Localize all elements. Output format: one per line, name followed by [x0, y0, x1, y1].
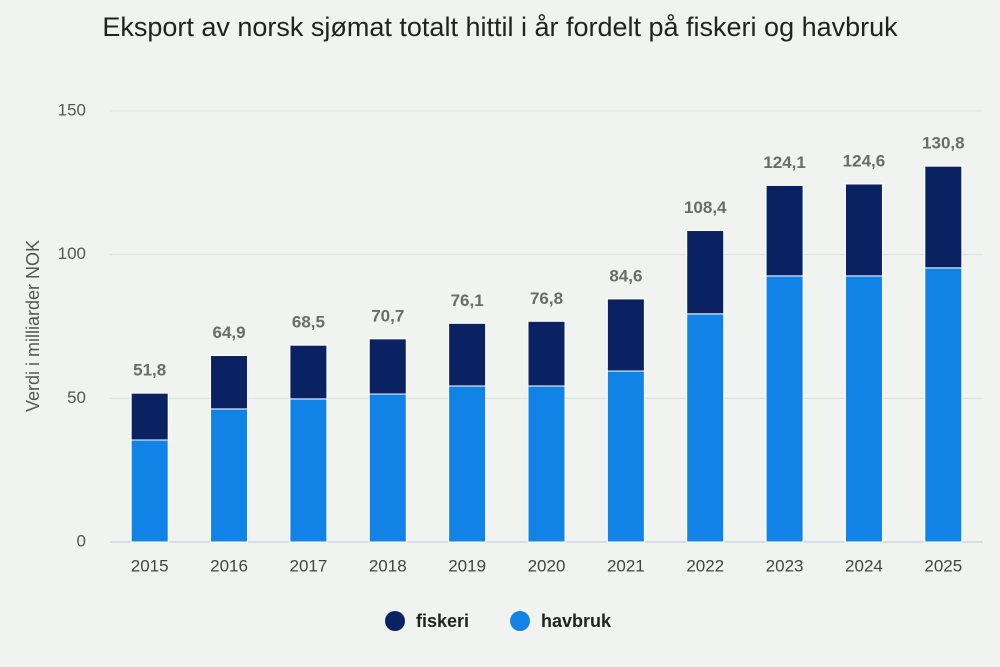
bar-segment — [765, 184, 804, 277]
total-label: 68,5 — [292, 313, 325, 332]
total-label: 76,8 — [530, 289, 563, 308]
x-tick-label: 2019 — [448, 556, 486, 575]
bar-segment — [289, 398, 328, 543]
legend-marker — [510, 611, 530, 631]
bar-segment — [765, 275, 804, 543]
x-tick-label: 2017 — [289, 556, 327, 575]
bar-segment — [210, 355, 249, 410]
bar-segment — [130, 439, 169, 543]
bar-segment — [844, 183, 883, 277]
y-tick-label: 100 — [58, 244, 86, 263]
total-label: 70,7 — [371, 306, 404, 325]
bar-segment — [130, 392, 169, 441]
bar-segment — [924, 267, 963, 543]
legend-label: fiskeri — [416, 611, 469, 631]
bar-segment — [686, 313, 725, 543]
y-tick-label: 50 — [67, 388, 86, 407]
x-tick-label: 2015 — [131, 556, 169, 575]
total-label: 84,6 — [609, 266, 642, 285]
bar-segment — [686, 230, 725, 315]
y-tick-label: 150 — [58, 100, 86, 119]
bar-segment — [527, 320, 566, 387]
bar-segment — [606, 298, 645, 372]
bar-segment — [368, 338, 407, 395]
chart-title: Eksport av norsk sjømat totalt hittil i … — [102, 12, 898, 42]
title-box: Eksport av norsk sjømat totalt hittil i … — [102, 12, 898, 42]
legend-marker — [385, 611, 405, 631]
x-tick-label: 2020 — [528, 556, 566, 575]
bar-segment — [368, 393, 407, 543]
bar-segment — [448, 322, 487, 387]
x-tick-label: 2024 — [845, 556, 883, 575]
bar-segment — [210, 408, 249, 543]
bar-segment — [448, 385, 487, 543]
bar-segment — [606, 370, 645, 543]
total-label: 124,6 — [843, 151, 886, 170]
bar-segment — [844, 275, 883, 543]
x-tick-label: 2016 — [210, 556, 248, 575]
total-label: 76,1 — [451, 291, 484, 310]
total-label: 64,9 — [212, 323, 245, 342]
x-tick-label: 2021 — [607, 556, 645, 575]
x-tick-label: 2023 — [766, 556, 804, 575]
x-tick-label: 2018 — [369, 556, 407, 575]
total-label: 124,1 — [763, 153, 806, 172]
y-axis-label: Verdi i milliarder NOK — [23, 240, 43, 412]
bar-segment — [924, 165, 963, 269]
total-label: 51,8 — [133, 361, 166, 380]
bar-segment — [289, 344, 328, 400]
x-tick-label: 2022 — [686, 556, 724, 575]
x-tick-label: 2025 — [924, 556, 962, 575]
total-label: 108,4 — [684, 198, 727, 217]
bar-segment — [527, 385, 566, 543]
y-tick-label: 0 — [77, 531, 86, 550]
legend-label: havbruk — [541, 611, 612, 631]
total-label: 130,8 — [922, 134, 965, 153]
